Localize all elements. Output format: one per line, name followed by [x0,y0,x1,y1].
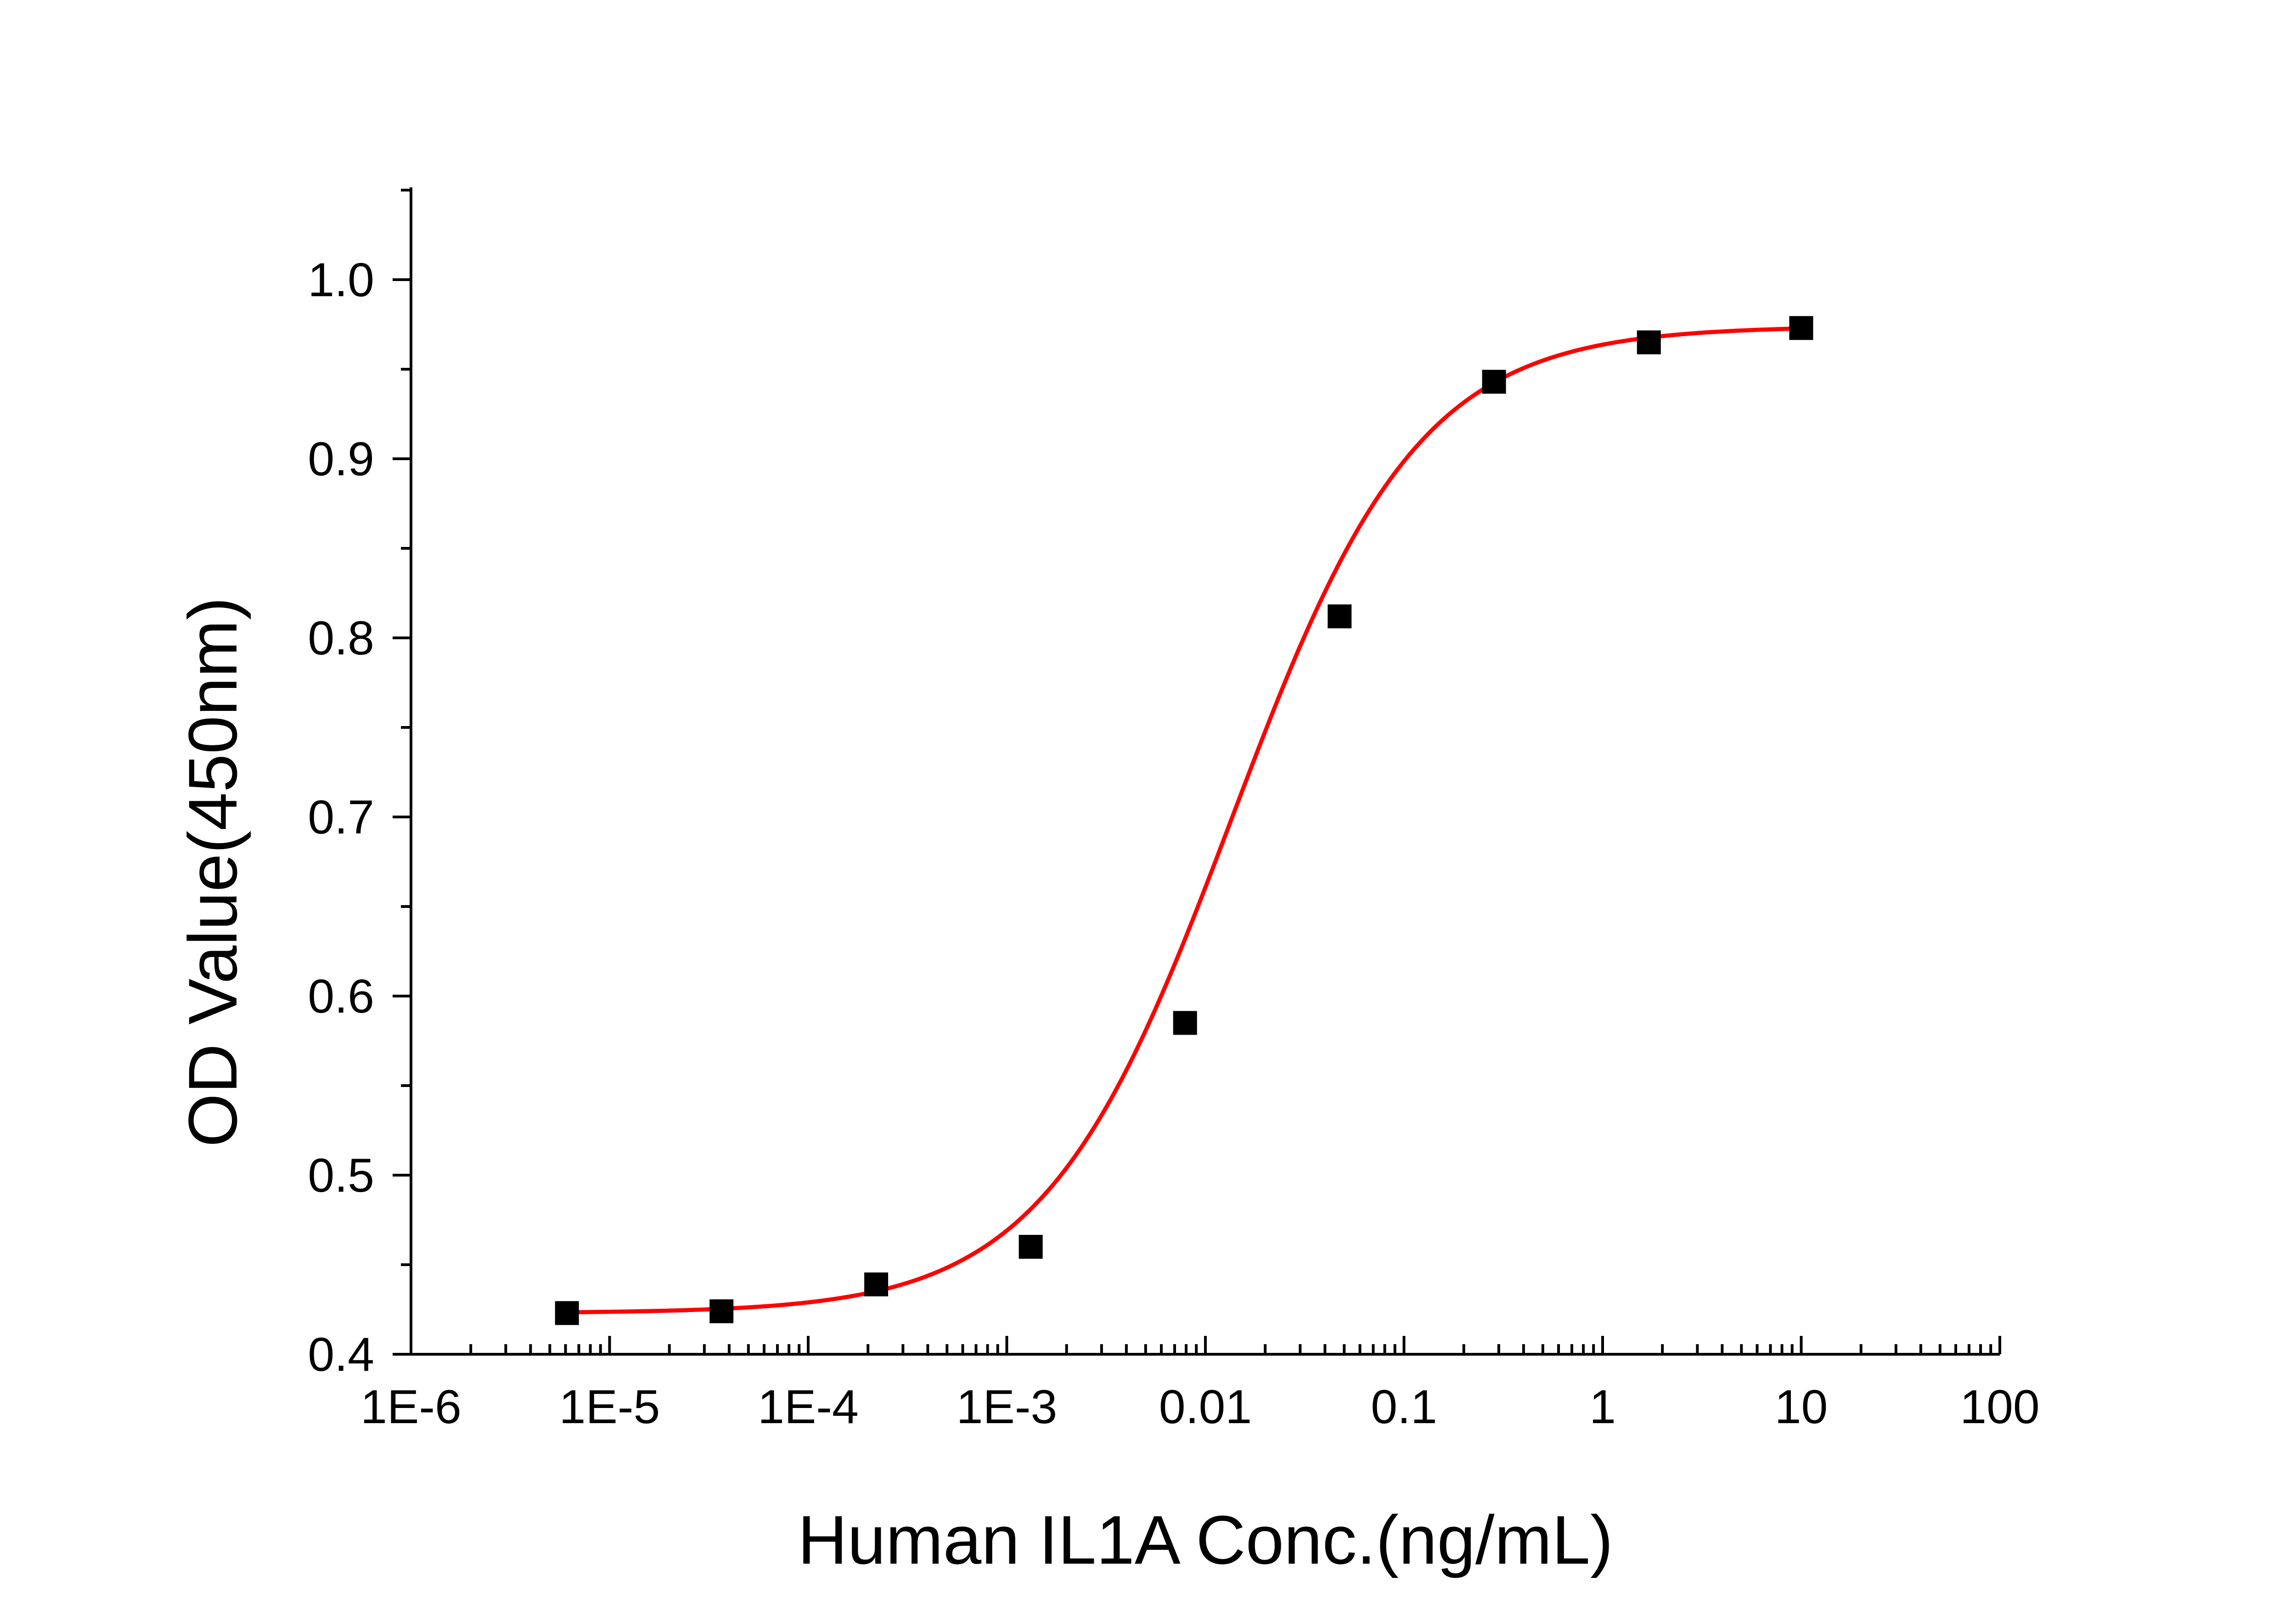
y-tick-label: 0.7 [308,791,374,844]
fit-curve-layer [567,326,1801,1314]
data-point [1328,604,1352,629]
data-point [1482,370,1506,394]
data-point [709,1299,734,1323]
axes [410,187,2000,1356]
x-tick-label: 10 [1775,1380,1828,1434]
y-tick-label: 0.5 [308,1149,374,1202]
data-points-layer [555,316,1813,1325]
data-point [1637,330,1661,355]
y-tick-label: 0.9 [308,433,374,486]
y-axis-ticks: 0.4 0.5 0.6 0.7 0.8 0.9 1.0 [308,189,411,1381]
x-tick-label: 1E-5 [559,1380,660,1434]
x-tick-label: 0.1 [1371,1380,1437,1434]
data-point [555,1301,579,1325]
y-tick-label: 0.6 [308,970,374,1023]
fit-curve [567,326,1801,1314]
x-axis-title: Human IL1A Conc.(ng/mL) [798,1501,1613,1578]
y-tick-label: 0.8 [308,612,374,665]
data-point [1173,1011,1197,1035]
data-point [864,1272,889,1296]
data-point [1789,316,1813,340]
x-tick-label: 1E-6 [360,1380,461,1434]
y-tick-label: 0.4 [308,1328,374,1381]
data-point [1019,1235,1043,1259]
y-axis-title: OD Value(450nm) [174,597,251,1147]
x-tick-label: 1E-3 [957,1380,1058,1434]
x-tick-label: 100 [1960,1380,2040,1434]
y-tick-label: 1.0 [308,253,374,307]
x-tick-label: 0.01 [1159,1380,1252,1434]
x-axis-ticks: 1E-6 1E-5 1E-4 1E-3 0.01 0.1 1 10 100 [360,1336,2040,1434]
x-tick-label: 1E-4 [758,1380,859,1434]
x-tick-label: 1 [1589,1380,1616,1434]
